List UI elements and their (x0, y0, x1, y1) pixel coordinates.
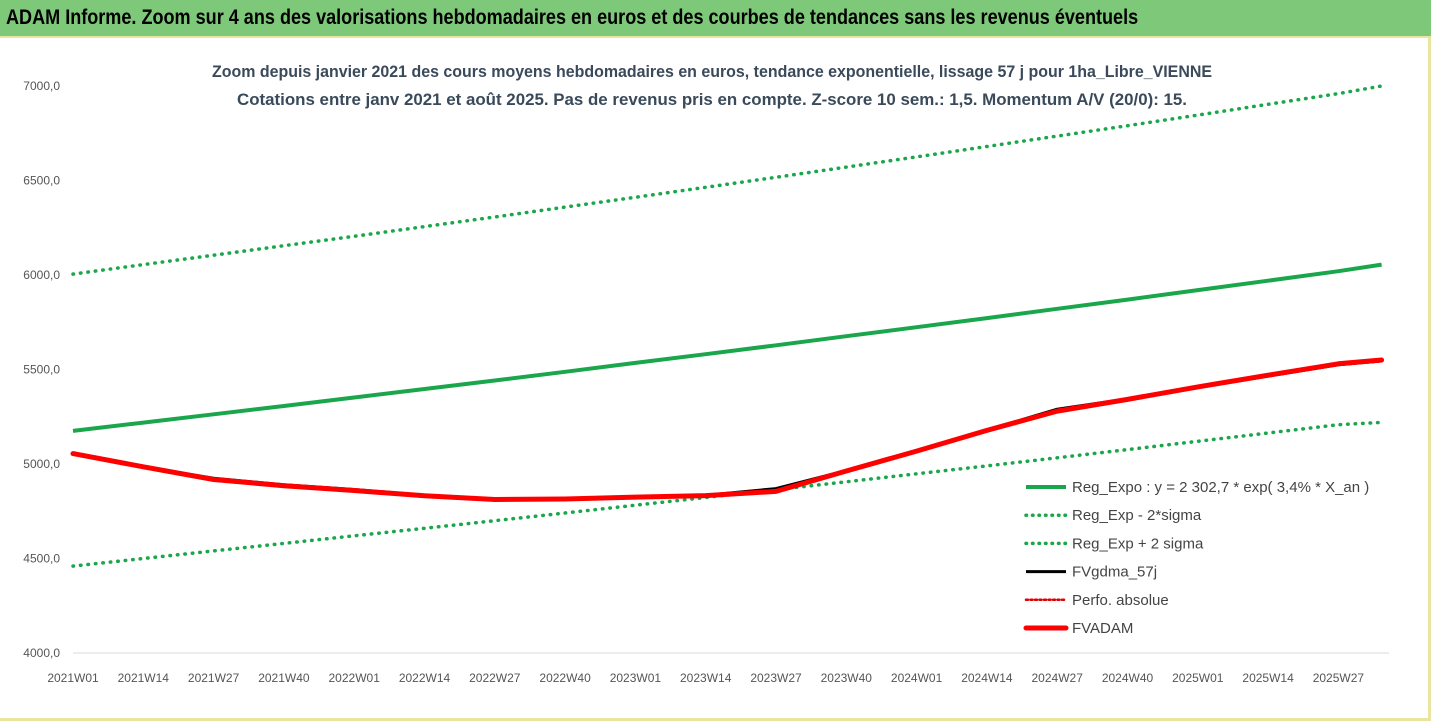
x-tick-label: 2023W14 (680, 671, 732, 685)
legend-label: FVADAM (1072, 620, 1133, 637)
series-layer (70, 84, 1385, 568)
x-axis: 2021W01 2021W14 2021W27 2021W40 2022W01 2022W… (47, 652, 1389, 685)
chart-frame: Zoom depuis janvier 2021 des cours moyen… (0, 38, 1431, 721)
x-tick-label: 2021W27 (188, 671, 240, 685)
x-tick-label: 2025W27 (1313, 671, 1365, 685)
banner: ADAM Informe. Zoom sur 4 ans des valoris… (0, 0, 1431, 38)
x-tick-label: 2023W27 (750, 671, 802, 685)
series-line-fvadam (70, 357, 1385, 502)
y-axis: 4000,0 4500,0 5000,0 5500,0 6000,0 6500,0 7000… (23, 79, 60, 660)
y-tick-label: 5000,0 (23, 457, 60, 471)
x-tick-label: 2023W40 (821, 671, 873, 685)
legend-label: FVgdma_57j (1072, 564, 1157, 581)
x-tick-label: 2025W14 (1242, 671, 1294, 685)
legend-label: Reg_Exp - 2*sigma (1072, 507, 1202, 524)
y-tick-label: 6500,0 (23, 174, 60, 188)
series-line-reg-expo-y-2-302-7-exp-3-4-x-an (72, 262, 1382, 433)
x-tick-label: 2022W27 (469, 671, 521, 685)
series-line-reg-exp-2-sigma (71, 420, 1384, 568)
legend: Reg_Expo : y = 2 302,7 * exp( 3,4% * X_a… (1023, 479, 1369, 637)
x-tick-label: 2024W01 (891, 671, 943, 685)
y-tick-label: 5500,0 (23, 363, 60, 377)
x-tick-label: 2025W01 (1172, 671, 1224, 685)
legend-label: Perfo. absolue (1072, 592, 1169, 609)
x-tick-label: 2021W14 (118, 671, 170, 685)
legend-label: Reg_Expo : y = 2 302,7 * exp( 3,4% * X_a… (1072, 479, 1369, 496)
x-tick-label: 2022W01 (329, 671, 381, 685)
banner-title: ADAM Informe. Zoom sur 4 ans des valoris… (6, 6, 1139, 29)
chart-title-background (208, 56, 1216, 114)
line-chart: Zoom depuis janvier 2021 des cours moyen… (23, 56, 1389, 685)
x-tick-label: 2024W14 (961, 671, 1013, 685)
y-tick-label: 7000,0 (23, 79, 60, 93)
x-tick-label: 2023W01 (610, 671, 662, 685)
x-tick-label: 2022W14 (399, 671, 451, 685)
chart-title-line-2: Cotations entre janv 2021 et août 2025. … (237, 90, 1187, 109)
y-tick-label: 4500,0 (23, 552, 60, 566)
chart-title-line-1: Zoom depuis janvier 2021 des cours moyen… (212, 62, 1212, 81)
series-line-reg-exp-2-sigma (71, 84, 1384, 276)
x-tick-label: 2024W40 (1102, 671, 1154, 685)
x-tick-label: 2021W40 (258, 671, 310, 685)
x-tick-label: 2024W27 (1032, 671, 1084, 685)
y-tick-label: 4000,0 (23, 646, 60, 660)
x-tick-label: 2022W40 (539, 671, 591, 685)
x-tick-label: 2021W01 (47, 671, 99, 685)
y-tick-label: 6000,0 (23, 268, 60, 282)
legend-label: Reg_Exp + 2 sigma (1072, 535, 1204, 552)
